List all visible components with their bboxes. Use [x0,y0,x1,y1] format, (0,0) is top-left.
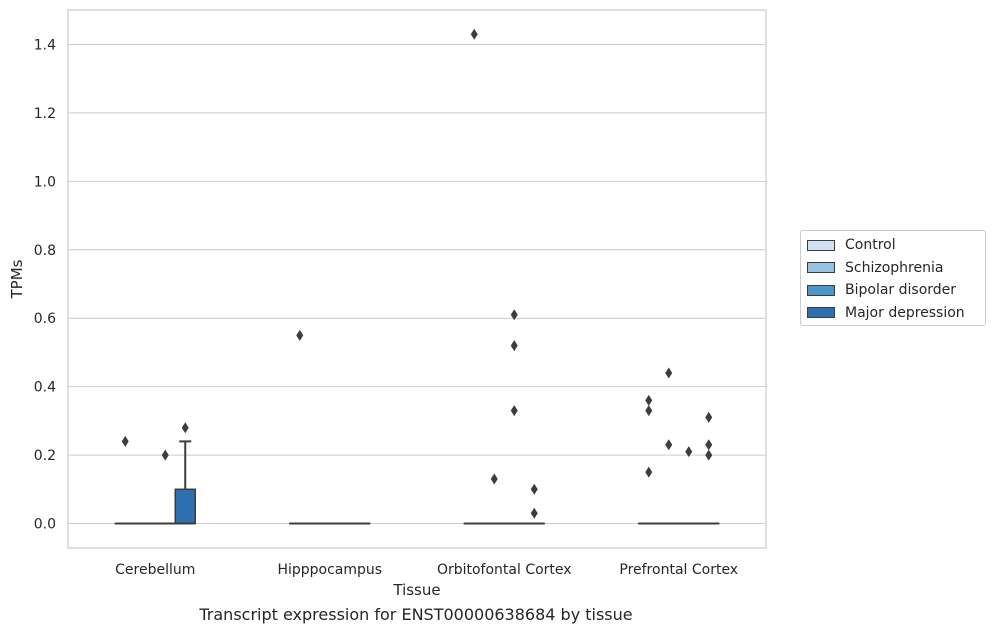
legend-label: Major depression [845,304,965,321]
box-2-1 [483,473,505,525]
plot-area [67,9,767,549]
outlier-point [645,394,653,406]
box-3-2 [678,446,700,525]
outlier-point [121,435,129,447]
legend: Control Schizophrenia Bipolar disorder Majo… [800,230,986,326]
box-0-3 [174,422,196,525]
box-2-0 [463,28,485,525]
legend-label: Schizophrenia [845,259,944,276]
y-tick-label: 1.2 [34,106,56,122]
outlier-point [530,483,538,495]
outlier-point [181,422,189,434]
box-0-2 [154,449,176,525]
legend-swatch [807,239,835,251]
outlier-point [510,340,518,352]
outlier-point [296,329,304,341]
y-tick-label: 0.4 [34,380,56,396]
y-axis-ticks: 0.0 0.2 0.4 0.6 0.8 1.0 1.2 1.4 [34,38,56,533]
y-tick-label: 1.0 [34,174,56,190]
x-axis-label: Tissue [392,581,440,599]
box-0-0 [114,435,136,525]
box-3-1 [658,367,680,525]
legend-label: Bipolar disorder [845,282,957,298]
box-2-3 [523,483,545,525]
legend-item: Major depression [807,303,965,323]
legend-item: Schizophrenia [807,258,943,278]
y-tick-label: 1.4 [34,38,56,54]
y-tick-label: 0.0 [34,517,56,533]
outlier-point [510,405,518,417]
box-3-3 [698,411,720,525]
outlier-point [705,439,713,451]
outlier-point [705,449,713,461]
outlier-point [705,411,713,423]
outlier-point [530,507,538,519]
box-1-0 [289,329,311,525]
legend-swatch [807,307,835,318]
y-tick-label: 0.2 [34,448,56,464]
outlier-point [665,367,673,379]
y-tick-label: 0.8 [34,243,56,259]
x-tick-label: Prefrontal Cortex [619,562,738,578]
outlier-point [645,405,653,417]
outlier-point [685,446,693,458]
legend-swatch [807,262,835,273]
legend-item: Control [807,235,896,255]
box-3-0 [638,394,660,525]
outlier-point [665,439,673,451]
box-body [174,488,196,525]
legend-item: Bipolar disorder [807,280,956,300]
legend-swatch [807,284,835,296]
legend-label: Control [845,237,896,253]
x-tick-label: Orbitofontal Cortex [437,562,572,578]
outlier-point [490,473,498,485]
y-tick-label: 0.6 [34,311,56,327]
x-axis-ticks: Cerebellum Hipppocampus Orbitofontal Corte… [115,562,738,578]
outlier-point [470,28,478,40]
outlier-point [645,466,653,478]
chart-caption: Transcript expression for ENST0000063868… [199,605,633,624]
box-2-2 [503,309,525,525]
y-axis-label: TPMs [8,259,26,299]
outlier-point [510,309,518,321]
x-tick-label: Cerebellum [115,562,195,578]
box-series [114,28,720,525]
outlier-point [161,449,169,461]
y-gridlines [68,44,766,524]
x-tick-label: Hipppocampus [277,562,382,578]
